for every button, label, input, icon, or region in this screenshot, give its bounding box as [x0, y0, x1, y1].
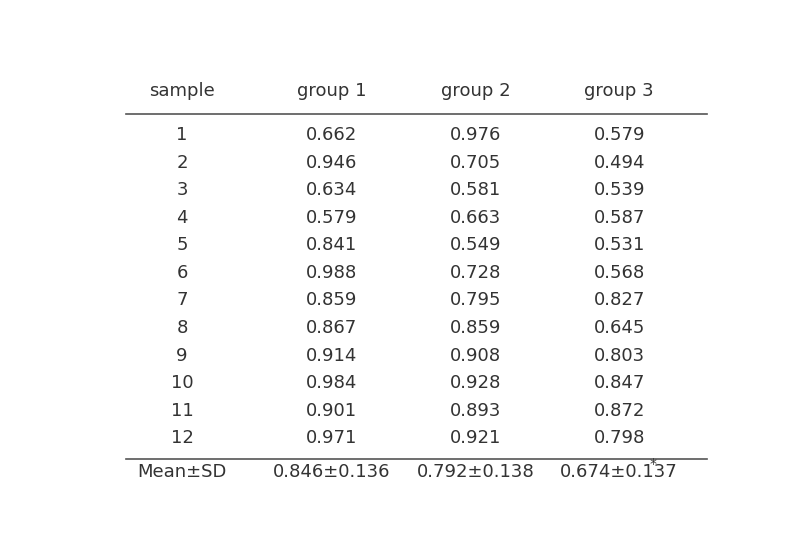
Text: 0.901: 0.901 — [306, 402, 357, 420]
Text: 0.867: 0.867 — [306, 319, 358, 337]
Text: 0.663: 0.663 — [450, 209, 501, 227]
Text: group 3: group 3 — [584, 82, 654, 100]
Text: 0.581: 0.581 — [450, 181, 501, 199]
Text: 11: 11 — [171, 402, 193, 420]
Text: 0.914: 0.914 — [306, 346, 358, 364]
Text: 0.921: 0.921 — [450, 429, 501, 447]
Text: 4: 4 — [177, 209, 188, 227]
Text: 0.549: 0.549 — [450, 236, 501, 254]
Text: 8: 8 — [177, 319, 188, 337]
Text: 0.827: 0.827 — [593, 292, 645, 310]
Text: 0.846±0.136: 0.846±0.136 — [273, 463, 391, 481]
Text: 0.531: 0.531 — [593, 236, 645, 254]
Text: group 1: group 1 — [297, 82, 367, 100]
Text: 0.988: 0.988 — [306, 264, 358, 282]
Text: 0.893: 0.893 — [450, 402, 501, 420]
Text: 0.859: 0.859 — [306, 292, 358, 310]
Text: 0.908: 0.908 — [450, 346, 501, 364]
Text: 0.847: 0.847 — [593, 374, 645, 392]
Text: 0.976: 0.976 — [450, 126, 501, 144]
Text: 0.795: 0.795 — [450, 292, 501, 310]
Text: 9: 9 — [177, 346, 188, 364]
Text: 1: 1 — [177, 126, 188, 144]
Text: 0.494: 0.494 — [593, 153, 645, 172]
Text: sample: sample — [149, 82, 215, 100]
Text: 0.946: 0.946 — [306, 153, 358, 172]
Text: 0.792±0.138: 0.792±0.138 — [417, 463, 534, 481]
Text: 10: 10 — [171, 374, 193, 392]
Text: *: * — [650, 457, 656, 471]
Text: 0.662: 0.662 — [306, 126, 358, 144]
Text: 0.645: 0.645 — [593, 319, 645, 337]
Text: 0.803: 0.803 — [594, 346, 645, 364]
Text: 0.928: 0.928 — [450, 374, 501, 392]
Text: Mean±SD: Mean±SD — [137, 463, 226, 481]
Text: 6: 6 — [177, 264, 188, 282]
Text: 0.539: 0.539 — [593, 181, 645, 199]
Text: 0.984: 0.984 — [306, 374, 358, 392]
Text: 7: 7 — [177, 292, 188, 310]
Text: group 2: group 2 — [441, 82, 510, 100]
Text: 0.705: 0.705 — [450, 153, 501, 172]
Text: 0.798: 0.798 — [593, 429, 645, 447]
Text: 0.579: 0.579 — [306, 209, 358, 227]
Text: 0.674±0.137: 0.674±0.137 — [560, 463, 678, 481]
Text: 0.587: 0.587 — [593, 209, 645, 227]
Text: 12: 12 — [171, 429, 193, 447]
Text: 5: 5 — [177, 236, 188, 254]
Text: 0.841: 0.841 — [306, 236, 358, 254]
Text: 0.728: 0.728 — [450, 264, 501, 282]
Text: 0.568: 0.568 — [593, 264, 645, 282]
Text: 0.872: 0.872 — [593, 402, 645, 420]
Text: 0.859: 0.859 — [450, 319, 501, 337]
Text: 0.634: 0.634 — [306, 181, 358, 199]
Text: 0.971: 0.971 — [306, 429, 358, 447]
Text: 2: 2 — [177, 153, 188, 172]
Text: 0.579: 0.579 — [593, 126, 645, 144]
Text: 3: 3 — [177, 181, 188, 199]
